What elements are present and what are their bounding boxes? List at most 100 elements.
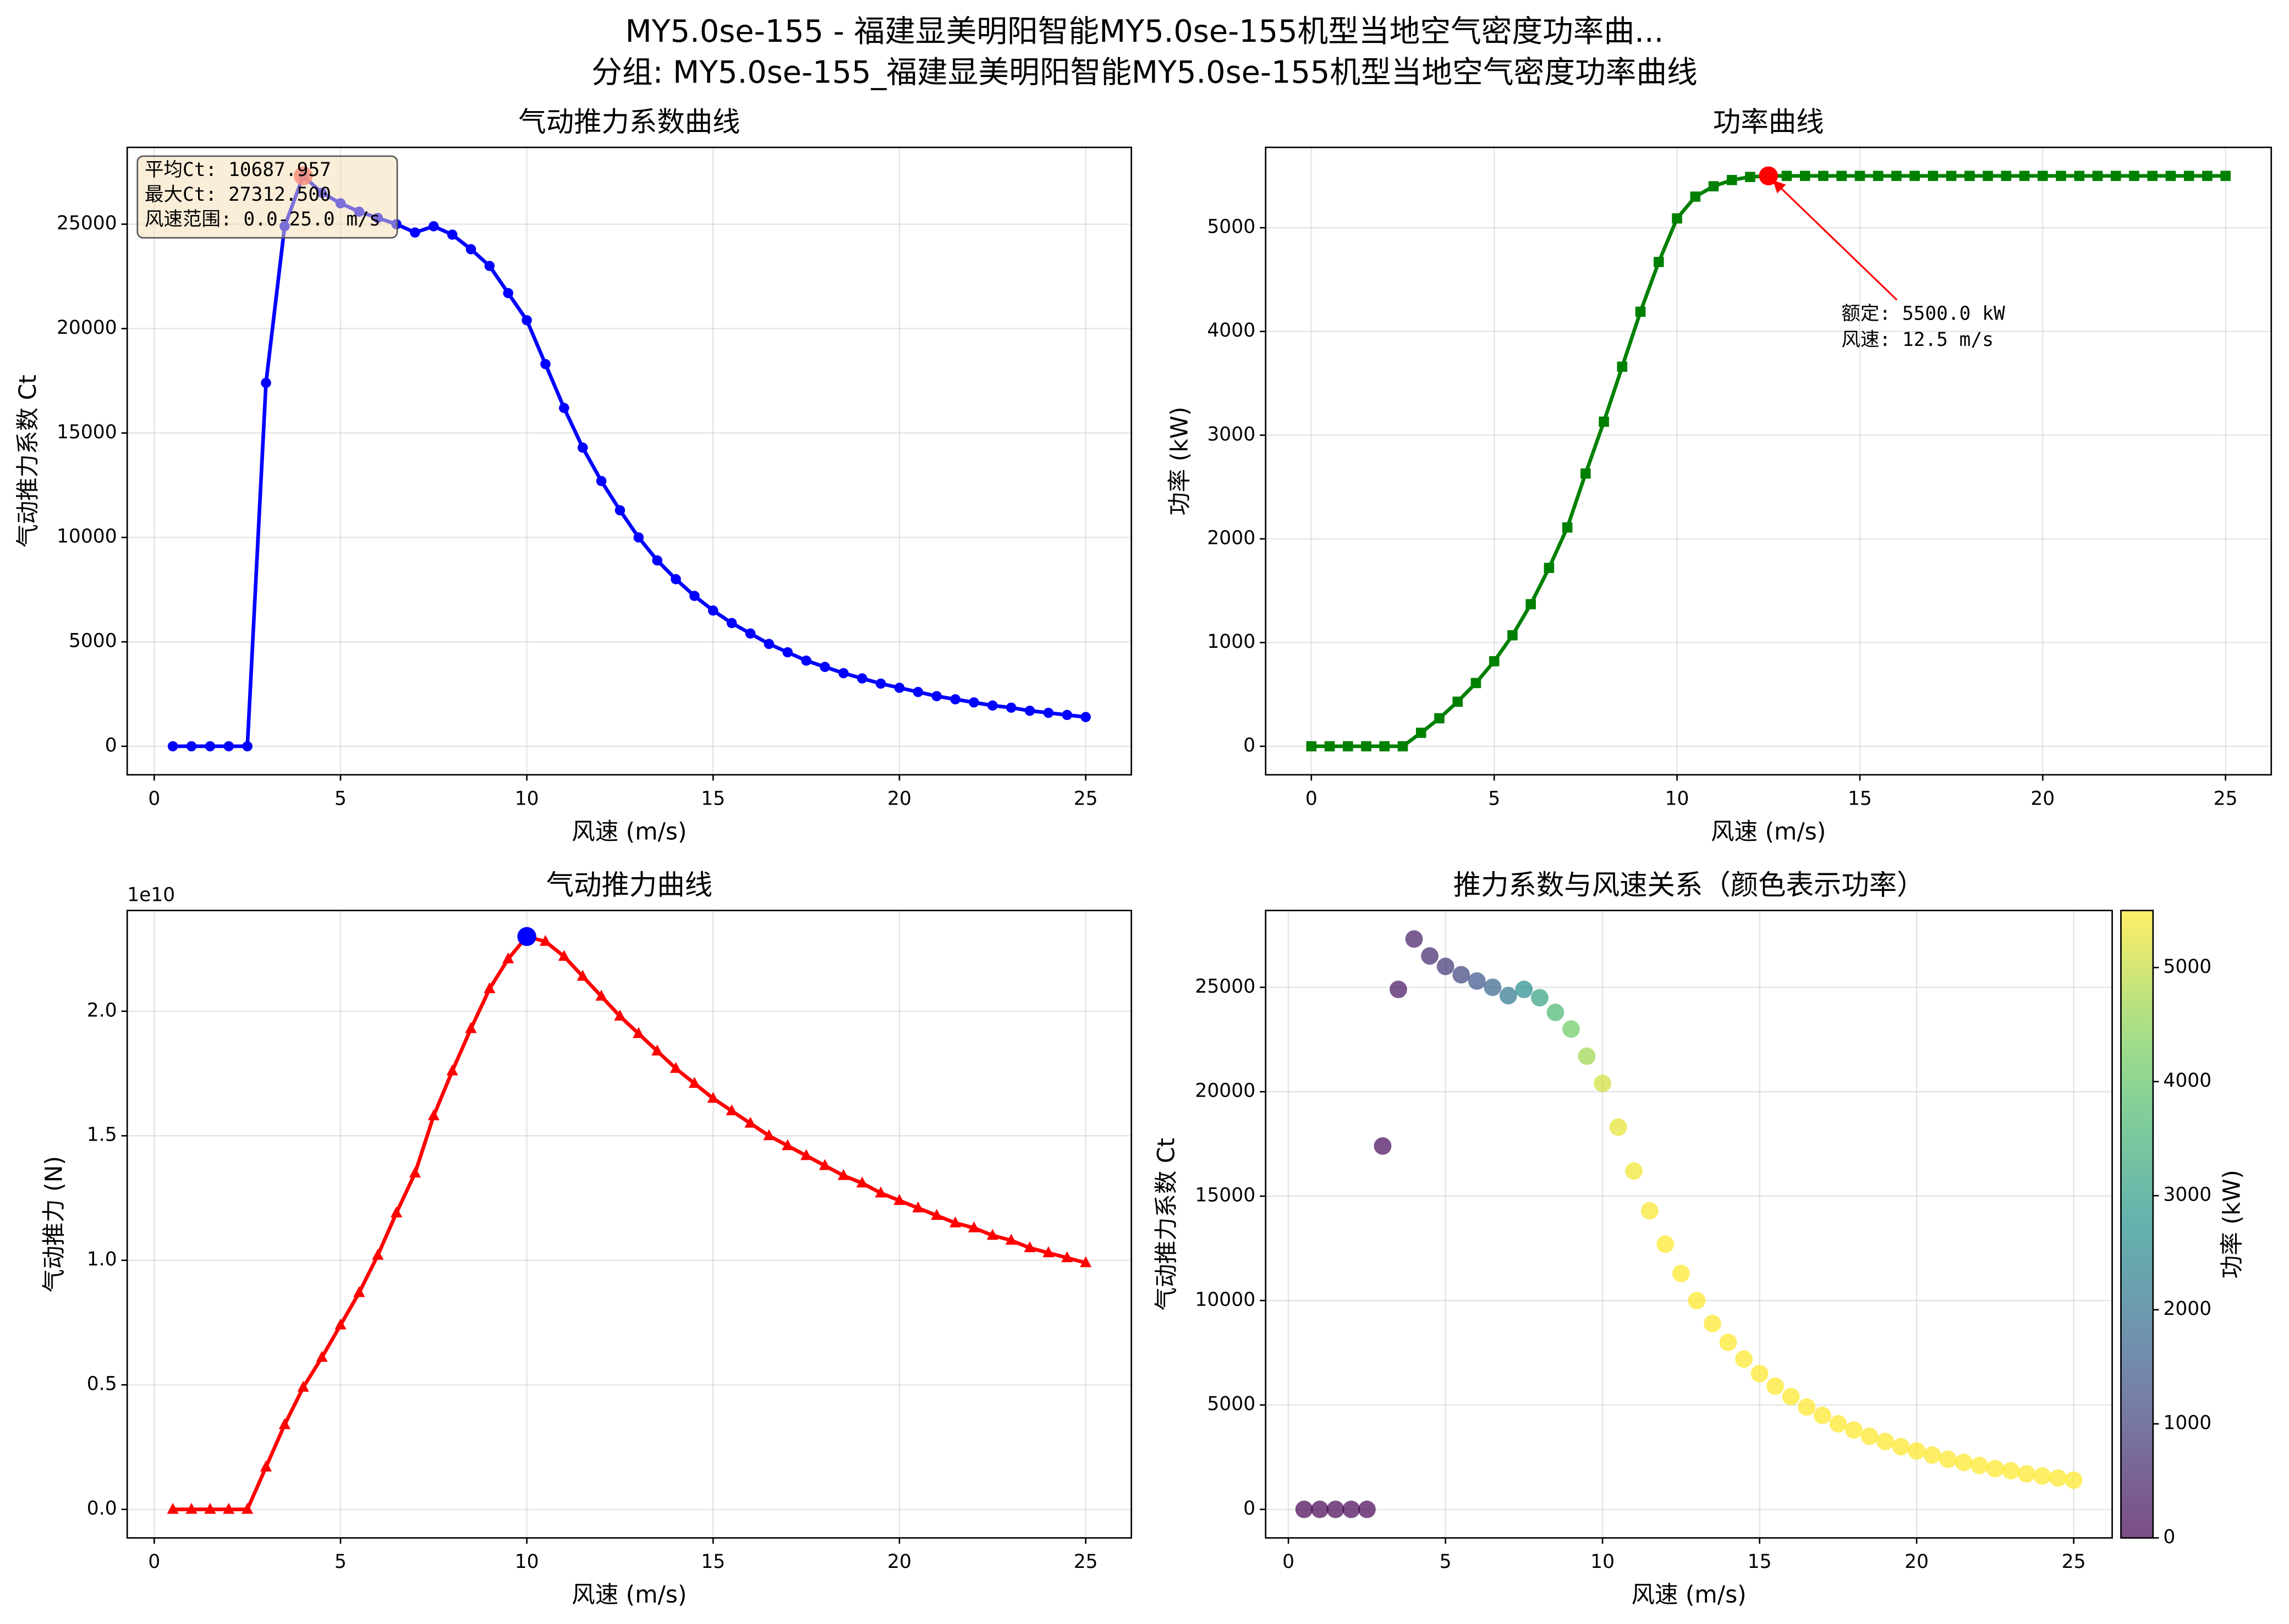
marker — [763, 1129, 775, 1141]
y-tick-label: 0.5 — [87, 1373, 117, 1395]
x-tick-label: 15 — [701, 788, 725, 810]
scatter-point — [1311, 1500, 1329, 1518]
scatter-point — [1908, 1442, 1926, 1460]
marker — [539, 935, 552, 946]
x-tick-label: 25 — [1074, 788, 1098, 810]
marker — [540, 359, 551, 370]
marker — [745, 628, 756, 639]
scatter-point — [1986, 1460, 2004, 1478]
marker — [577, 970, 589, 981]
marker — [223, 1502, 235, 1514]
marker — [1690, 191, 1701, 202]
scatter-point — [1923, 1446, 1941, 1464]
x-tick-label: 20 — [887, 788, 912, 810]
marker — [894, 682, 905, 693]
marker — [986, 1229, 998, 1240]
y-tick-label: 1.5 — [87, 1124, 117, 1146]
scatter-point — [1829, 1414, 1847, 1433]
marker — [614, 1009, 626, 1021]
x-tick-label: 5 — [334, 1551, 347, 1573]
marker — [446, 1064, 458, 1076]
axes-frame — [1265, 146, 2272, 776]
y-tick-label: 20000 — [1195, 1080, 1255, 1102]
marker — [2001, 170, 2012, 181]
marker — [2092, 170, 2103, 181]
x-tick-label: 10 — [1590, 1551, 1615, 1573]
colorbar-tick-label: 2000 — [2163, 1298, 2211, 1320]
x-tick-label: 5 — [334, 788, 347, 810]
y-tick-label: 2.0 — [87, 999, 117, 1021]
marker — [1544, 563, 1555, 573]
marker — [689, 591, 700, 601]
scatter-point — [1625, 1162, 1643, 1180]
marker — [260, 1460, 272, 1472]
marker — [1617, 361, 1628, 372]
marker — [2202, 170, 2213, 181]
annotation-arrowhead — [1772, 180, 1786, 194]
marker — [2110, 170, 2121, 181]
x-tick-label: 20 — [1904, 1551, 1929, 1573]
scatter-point — [1594, 1075, 1612, 1092]
scatter-point — [1436, 957, 1454, 976]
x-axis-label: 风速 (m/s) — [572, 818, 687, 845]
scatter-point — [1813, 1406, 1831, 1424]
stats-text: 最大Ct: 27312.500 — [145, 184, 331, 206]
stats-box — [136, 155, 398, 239]
marker — [1042, 1246, 1055, 1258]
x-axis-label: 风速 (m/s) — [1711, 818, 1826, 845]
marker — [987, 700, 998, 711]
y-tick-label: 10000 — [1195, 1289, 1255, 1311]
axes-frame — [1265, 910, 2113, 1539]
marker — [558, 950, 570, 961]
y-tick-label: 3000 — [1207, 423, 1255, 445]
scatter-point — [1672, 1264, 1690, 1282]
marker — [1397, 741, 1408, 752]
marker — [1006, 702, 1017, 713]
x-tick-label: 25 — [2214, 788, 2238, 810]
marker — [1708, 181, 1719, 191]
scatter-point — [1499, 987, 1517, 1005]
marker — [2183, 170, 2194, 181]
marker — [1599, 416, 1609, 427]
scatter-point — [1750, 1364, 1769, 1383]
marker — [837, 1169, 849, 1180]
marker — [1434, 713, 1445, 724]
x-tick-label: 15 — [1748, 1551, 1772, 1573]
marker — [1818, 170, 1829, 181]
scatter-point — [1326, 1500, 1344, 1518]
x-tick-label: 5 — [1488, 788, 1500, 810]
marker — [614, 505, 625, 516]
marker — [1672, 213, 1682, 224]
marker — [1726, 175, 1737, 185]
y-axis-label: 气动推力系数 Ct — [15, 375, 42, 547]
scatter-point — [1609, 1118, 1627, 1136]
colorbar-tick-label: 5000 — [2163, 956, 2211, 978]
marker — [726, 618, 737, 629]
marker — [950, 694, 960, 704]
y-tick-label: 5000 — [69, 630, 117, 652]
marker — [1891, 170, 1902, 181]
marker — [801, 656, 811, 666]
marker — [1379, 741, 1390, 752]
max-marker — [517, 927, 536, 946]
y-tick-label: 20000 — [57, 317, 117, 339]
y-tick-label: 0 — [105, 734, 117, 756]
x-tick-label: 25 — [2062, 1551, 2086, 1573]
marker — [316, 1351, 328, 1362]
marker — [856, 1176, 868, 1188]
marker — [1745, 172, 1755, 183]
marker — [1580, 468, 1591, 479]
marker — [559, 403, 569, 414]
axes-title: 推力系数与风速关系（颜色表示功率） — [1453, 869, 1925, 901]
annotation-arrow — [1774, 181, 1898, 301]
marker — [2165, 170, 2176, 181]
x-tick-label: 15 — [701, 1551, 725, 1573]
marker — [522, 315, 532, 326]
marker — [2056, 170, 2066, 181]
marker — [875, 678, 886, 689]
axes-title: 功率曲线 — [1713, 106, 1824, 138]
marker — [409, 1166, 421, 1178]
scatter-point — [1530, 989, 1549, 1007]
